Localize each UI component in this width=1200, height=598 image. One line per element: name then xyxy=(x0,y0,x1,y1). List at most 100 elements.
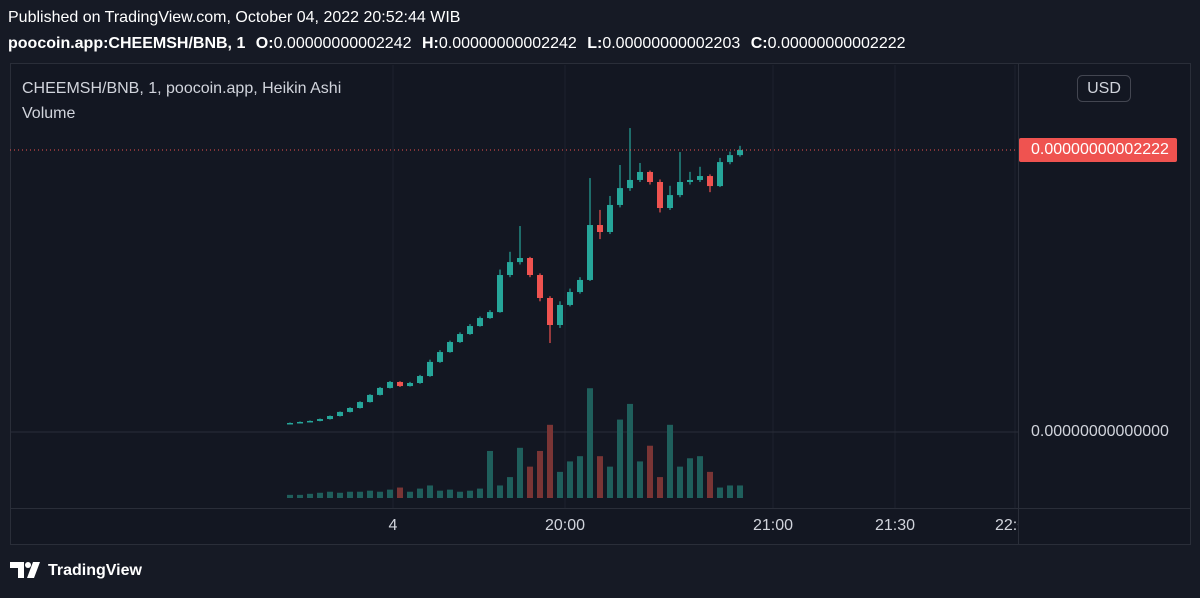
volume-bar xyxy=(547,424,553,498)
symbol: poocoin.app:CHEEMSH/BNB, 1 xyxy=(8,35,245,52)
ohlc-value: 0.00000000002222 xyxy=(768,35,906,52)
candle-body xyxy=(687,179,693,182)
y-tick-label: 0.00000000000000 xyxy=(1031,423,1169,440)
candle-body xyxy=(537,275,543,298)
volume-bar xyxy=(377,491,383,498)
candle-body xyxy=(337,411,343,416)
volume-bar xyxy=(727,485,733,498)
candle-body xyxy=(677,181,683,196)
candle-body xyxy=(697,176,703,180)
brand-logo xyxy=(10,562,40,578)
candle-body xyxy=(727,155,733,163)
volume-bar xyxy=(467,490,473,498)
volume-bar xyxy=(587,388,593,498)
ohlc-label: C: xyxy=(751,35,768,52)
volume-bar xyxy=(407,491,413,498)
last-price-label: 0.00000000002222 xyxy=(1031,141,1169,158)
x-tick-label: 21:30 xyxy=(875,517,915,534)
volume-bar xyxy=(667,424,673,498)
candle-body xyxy=(437,352,443,362)
candle-body xyxy=(317,419,323,421)
candle-body xyxy=(607,204,613,232)
candle-body xyxy=(387,381,393,388)
volume-bar xyxy=(537,450,543,498)
volume-bar xyxy=(657,477,663,498)
volume-bar xyxy=(437,490,443,498)
volume-bar xyxy=(637,461,643,498)
candle-body xyxy=(497,275,503,313)
candle-body xyxy=(567,292,573,305)
candle-body xyxy=(377,387,383,395)
ohlc-label: O: xyxy=(256,35,274,52)
volume-bar xyxy=(347,491,353,498)
volume-bar xyxy=(517,447,523,498)
candle-body xyxy=(347,408,353,412)
chart-title: CHEEMSH/BNB, 1, poocoin.app, Heikin Ashi xyxy=(22,80,341,97)
volume-legend: Volume xyxy=(22,105,75,122)
volume-bar xyxy=(697,456,703,498)
volume-bar xyxy=(417,488,423,498)
volume-bar xyxy=(357,491,363,498)
ohlc-label: L: xyxy=(587,35,602,52)
candle-body xyxy=(467,326,473,335)
candle-body xyxy=(457,334,463,343)
volume-bar xyxy=(477,488,483,498)
volume-bar xyxy=(457,491,463,498)
ohlc-label: H: xyxy=(422,35,439,52)
candle-body xyxy=(507,262,513,276)
ohlc-value: 0.00000000002203 xyxy=(602,35,740,52)
brand: TradingView xyxy=(48,562,143,579)
candle-body xyxy=(737,150,743,156)
volume-bar xyxy=(677,466,683,498)
candle-body xyxy=(717,162,723,187)
volume-bar xyxy=(297,494,303,498)
candle-body xyxy=(617,188,623,205)
published-line: Published on TradingView.com, October 04… xyxy=(8,9,460,26)
candle-body xyxy=(587,225,593,280)
candle-body xyxy=(627,179,633,189)
volume-bar xyxy=(717,487,723,498)
x-tick-label: 21:00 xyxy=(753,517,793,534)
candle-body xyxy=(647,171,653,182)
x-tick-label: 4 xyxy=(389,517,398,534)
volume-bar xyxy=(307,493,313,498)
symbol-line: poocoin.app:CHEEMSH/BNB, 1 O:0.000000000… xyxy=(8,35,906,52)
candle-body xyxy=(367,394,373,403)
volume-bar xyxy=(647,445,653,498)
currency-button[interactable] xyxy=(1077,75,1131,102)
candle-body xyxy=(417,376,423,384)
candle-body xyxy=(517,258,523,263)
volume-bar xyxy=(607,466,613,498)
candle-body xyxy=(597,225,603,232)
candle-body xyxy=(287,422,293,425)
candle-body xyxy=(657,181,663,209)
currency[interactable]: USD xyxy=(1087,80,1121,97)
volume-bar xyxy=(287,494,293,498)
candle-body xyxy=(577,279,583,293)
volume-bar xyxy=(427,485,433,498)
volume-bar xyxy=(397,487,403,498)
volume-bar xyxy=(597,456,603,498)
volume-bar xyxy=(507,477,513,498)
candle-body xyxy=(477,318,483,327)
candle-body xyxy=(407,383,413,387)
volume-bar xyxy=(487,450,493,498)
volume-bar xyxy=(567,461,573,498)
volume-bar xyxy=(617,419,623,498)
candle-body xyxy=(307,420,313,423)
volume-bar xyxy=(387,489,393,498)
volume-bar xyxy=(527,466,533,498)
volume-bar xyxy=(577,456,583,498)
ohlc-value: 0.00000000002242 xyxy=(439,35,577,52)
volume-bar xyxy=(337,492,343,498)
volume-bar xyxy=(557,471,563,498)
ohlc-value: 0.00000000002242 xyxy=(274,35,412,52)
candle-body xyxy=(447,342,453,353)
candle-body xyxy=(547,297,553,326)
volume-bar xyxy=(707,471,713,498)
candle-body xyxy=(427,361,433,377)
volume-bar xyxy=(367,490,373,498)
candle-body xyxy=(487,312,493,319)
candle-body xyxy=(637,171,643,180)
last-price-box xyxy=(1019,138,1177,163)
